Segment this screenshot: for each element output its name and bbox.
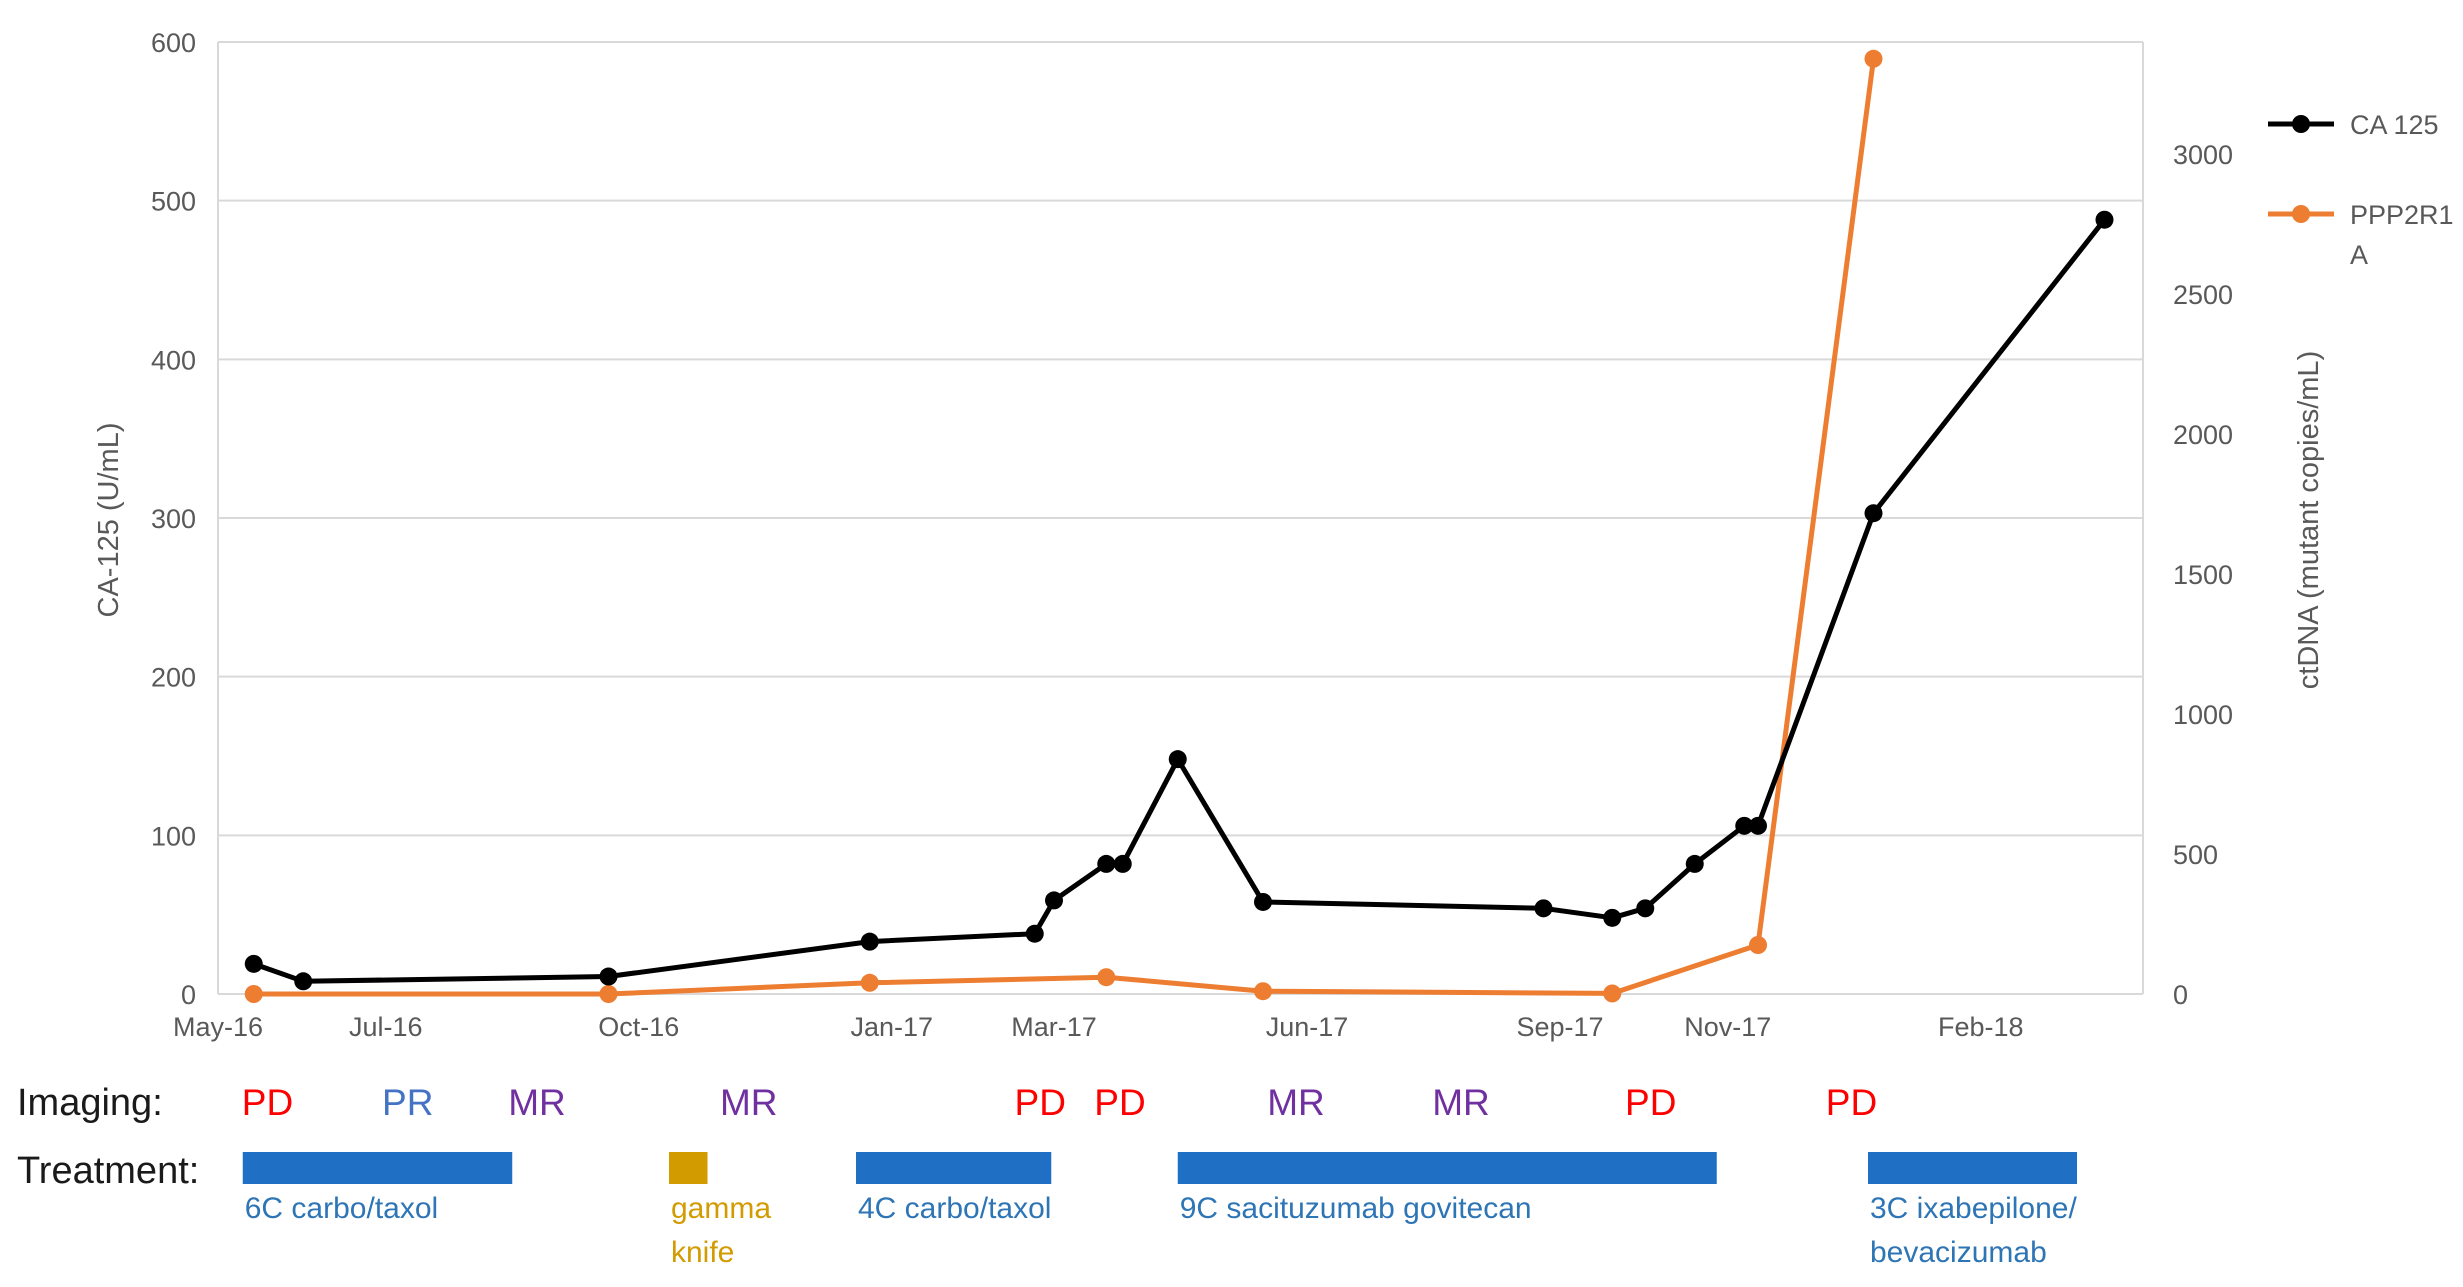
data-point <box>1735 816 1754 835</box>
data-point <box>244 985 263 1003</box>
treatment-item: gamma knife <box>669 1152 771 1269</box>
left-axis-ticks: 0 100 200 300 400 500 600 <box>151 28 196 1010</box>
right-tick-label: 500 <box>2173 840 2218 870</box>
left-axis-title: CA-125 (U/mL) <box>93 423 125 618</box>
x-tick-label: Jul-16 <box>349 1012 423 1042</box>
series-ctdna <box>244 49 1883 1003</box>
data-point <box>294 972 313 991</box>
treatment-item: 9C sacituzumab govitecan <box>1177 1152 1717 1225</box>
treatment-bar <box>669 1152 708 1184</box>
right-axis-title: ctDNA (mutant copies/mL) <box>2293 351 2325 689</box>
left-tick-label: 600 <box>151 28 196 58</box>
x-tick-label: Jan-17 <box>850 1012 933 1042</box>
treatment-label: 6C carbo/taxol <box>245 1192 438 1225</box>
data-point <box>1749 816 1767 835</box>
left-tick-label: 100 <box>151 821 196 851</box>
imaging-result: PD <box>242 1082 293 1123</box>
treatment-label: bevacizumab <box>1870 1236 2047 1269</box>
left-tick-label: 500 <box>151 187 196 217</box>
right-tick-label: 3000 <box>2173 140 2233 170</box>
x-axis-ticks: May-16 Jul-16 Oct-16 Jan-17 Mar-17 Jun-17 Sep-… <box>173 1012 2024 1042</box>
right-tick-label: 2000 <box>2173 420 2233 450</box>
treatment-label: 4C carbo/taxol <box>858 1192 1051 1225</box>
imaging-result: MR <box>1432 1082 1490 1123</box>
data-point <box>1254 982 1272 1001</box>
treatment-label: 9C sacituzumab govitecan <box>1180 1192 1532 1225</box>
imaging-result: MR <box>508 1082 566 1123</box>
x-tick-label: Jun-17 <box>1266 1012 1349 1042</box>
imaging-result: PD <box>1826 1082 1877 1123</box>
data-point <box>1864 504 1883 523</box>
imaging-row: PD PR MR MR PD PD MR MR PD PD <box>242 1082 1877 1123</box>
data-point <box>1025 924 1044 943</box>
data-point <box>1749 936 1767 954</box>
right-tick-label: 2500 <box>2173 280 2233 310</box>
data-point <box>2095 210 2114 229</box>
data-point <box>860 973 879 992</box>
imaging-result: MR <box>1267 1082 1325 1123</box>
imaging-result: MR <box>720 1082 778 1123</box>
gridlines <box>218 41 2143 837</box>
left-tick-label: 400 <box>151 345 196 375</box>
series-line <box>252 218 2107 984</box>
left-tick-label: 200 <box>151 663 196 693</box>
legend-label: A <box>2350 240 2368 270</box>
series-ca125 <box>244 210 2114 991</box>
left-tick-label: 300 <box>151 504 196 534</box>
right-tick-label: 1000 <box>2173 700 2233 730</box>
right-axis-ticks: 0 500 1000 1500 2000 2500 3000 <box>2173 140 2233 1010</box>
legend-swatch-marker <box>2292 115 2310 133</box>
legend-swatch-marker <box>2292 205 2310 223</box>
treatment-item: 6C carbo/taxol <box>242 1152 513 1225</box>
x-tick-label: Nov-17 <box>1684 1012 1771 1042</box>
imaging-row-label: Imaging: <box>17 1082 163 1124</box>
legend: CA 125 PPP2R1 A <box>2268 110 2454 270</box>
data-point <box>1045 891 1063 910</box>
data-point <box>860 932 879 951</box>
data-point <box>1254 892 1272 911</box>
treatment-item: 3C ixabepilone/bevacizumab <box>1868 1152 2077 1269</box>
treatment-bar <box>1177 1152 1717 1184</box>
x-tick-label: Feb-18 <box>1938 1012 2024 1042</box>
data-point <box>1636 899 1655 918</box>
right-tick-label: 1500 <box>2173 560 2233 590</box>
data-point <box>1097 968 1116 987</box>
treatment-bar <box>1868 1152 2077 1184</box>
data-point <box>599 967 618 986</box>
legend-label: PPP2R1 <box>2350 200 2454 230</box>
imaging-result: PD <box>1094 1082 1145 1123</box>
data-point <box>599 985 618 1003</box>
data-point <box>1864 49 1883 68</box>
treatment-label: gamma <box>671 1192 771 1225</box>
treatment-label: 3C ixabepilone/ <box>1870 1192 2077 1225</box>
x-tick-label: May-16 <box>173 1012 263 1042</box>
x-tick-label: Oct-16 <box>598 1012 679 1042</box>
data-point <box>1097 854 1116 873</box>
data-point <box>1685 854 1704 873</box>
imaging-result: PR <box>382 1082 433 1123</box>
treatment-row: 6C carbo/taxol gamma knife 4C carbo/taxol 9C… <box>242 1152 2077 1269</box>
data-point <box>1168 750 1187 769</box>
x-tick-label: Mar-17 <box>1011 1012 1097 1042</box>
data-point <box>1113 854 1132 873</box>
data-point <box>1603 984 1622 1003</box>
series-line <box>253 58 1876 997</box>
treatment-bar <box>856 1152 1052 1184</box>
imaging-result: PD <box>1625 1082 1676 1123</box>
left-tick-label: 0 <box>181 980 196 1010</box>
legend-label: CA 125 <box>2350 110 2439 140</box>
treatment-row-label: Treatment: <box>17 1150 199 1192</box>
data-point <box>244 954 263 973</box>
treatment-bar <box>242 1152 513 1184</box>
data-point <box>1534 899 1553 918</box>
treatment-label: knife <box>671 1236 734 1269</box>
imaging-result: PD <box>1015 1082 1066 1123</box>
right-tick-label: 0 <box>2173 980 2188 1010</box>
series-layer <box>244 49 2114 1003</box>
treatment-item: 4C carbo/taxol <box>856 1152 1051 1225</box>
x-tick-label: Sep-17 <box>1516 1012 1603 1042</box>
data-point <box>1603 908 1622 927</box>
